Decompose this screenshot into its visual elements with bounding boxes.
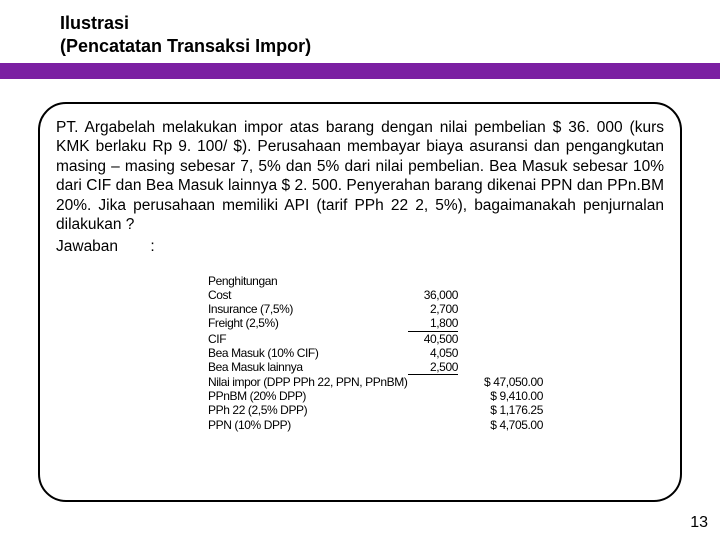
content-box: PT. Argabelah melakukan impor atas baran… [38,102,682,502]
title-line-1: Ilustrasi [60,12,720,35]
calc-value: $ 1,176.25 [438,403,543,417]
calc-row: Insurance (7,5%) 2,700 [208,302,578,316]
calc-value: $ 4,705.00 [438,418,543,432]
calc-value: 36,000 [388,288,458,302]
purple-divider-bar [0,63,720,79]
calc-heading: Penghitungan [208,274,578,288]
calc-label: Bea Masuk lainnya [208,360,388,375]
page-number: 13 [690,514,708,532]
calc-label: PPnBM (20% DPP) [208,389,438,403]
answer-colon: : [150,238,154,255]
calc-label: Insurance (7,5%) [208,302,388,316]
answer-row: Jawaban : [56,238,664,256]
underline-value: 1,800 [408,316,458,331]
calc-label: Freight (2,5%) [208,316,388,331]
calc-label: CIF [208,332,388,346]
calc-value: 2,500 [388,360,458,375]
calc-row: CIF 40,500 [208,332,578,346]
calc-value: 40,500 [388,332,458,346]
calc-row: Nilai impor (DPP PPh 22, PPN, PPnBM) $ 4… [208,375,578,389]
calc-row: PPN (10% DPP) $ 4,705.00 [208,418,578,432]
calc-value: 2,700 [388,302,458,316]
calc-label: Nilai impor (DPP PPh 22, PPN, PPnBM) [208,375,438,389]
calc-row: Freight (2,5%) 1,800 [208,316,578,331]
calc-value: $ 47,050.00 [438,375,543,389]
problem-paragraph: PT. Argabelah melakukan impor atas baran… [56,118,664,234]
title-line-2: (Pencatatan Transaksi Impor) [60,35,720,58]
calc-row: PPnBM (20% DPP) $ 9,410.00 [208,389,578,403]
calc-value: $ 9,410.00 [438,389,543,403]
calc-row: Bea Masuk (10% CIF) 4,050 [208,346,578,360]
calc-label: PPh 22 (2,5% DPP) [208,403,438,417]
calc-label: Cost [208,288,388,302]
calc-label: PPN (10% DPP) [208,418,438,432]
calc-row: PPh 22 (2,5% DPP) $ 1,176.25 [208,403,578,417]
underline-value: 2,500 [408,360,458,375]
answer-label: Jawaban [56,238,146,256]
calc-row: Cost 36,000 [208,288,578,302]
calc-label: Bea Masuk (10% CIF) [208,346,388,360]
calculation-block: Penghitungan Cost 36,000 Insurance (7,5%… [208,274,578,432]
calc-value: 1,800 [388,316,458,331]
calc-value: 4,050 [388,346,458,360]
slide-header: Ilustrasi (Pencatatan Transaksi Impor) [0,0,720,57]
calc-row: Bea Masuk lainnya 2,500 [208,360,578,375]
